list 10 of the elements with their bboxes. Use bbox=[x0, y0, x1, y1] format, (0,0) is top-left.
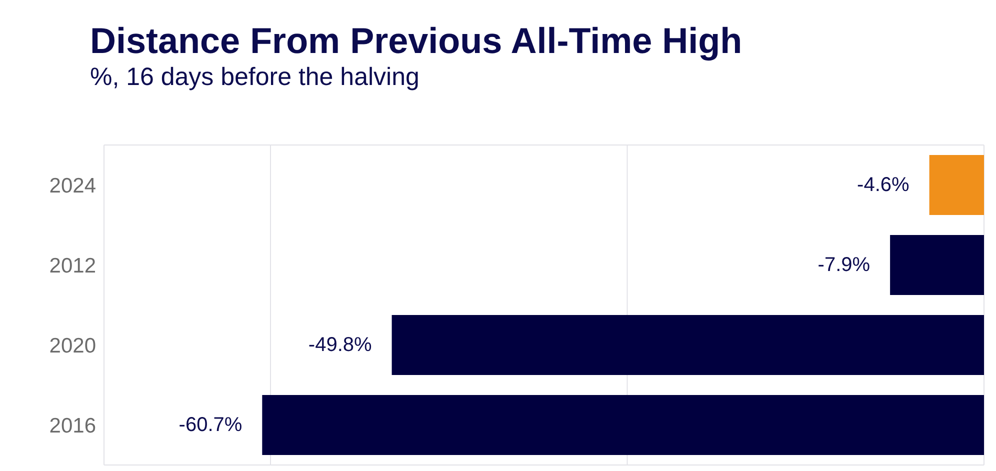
y-tick-label: 2024 bbox=[49, 174, 96, 198]
y-tick-label: 2020 bbox=[49, 334, 96, 358]
y-tick-label: 2012 bbox=[49, 254, 96, 278]
y-tick-label: 2016 bbox=[49, 414, 96, 438]
chart-title: Distance From Previous All-Time High bbox=[90, 20, 742, 61]
data-label: -60.7% bbox=[178, 414, 242, 436]
data-label: -4.6% bbox=[857, 174, 910, 196]
data-label: -49.8% bbox=[308, 334, 372, 356]
chart-subtitle: %, 16 days before the halving bbox=[90, 63, 420, 91]
data-label: -7.9% bbox=[818, 254, 870, 276]
